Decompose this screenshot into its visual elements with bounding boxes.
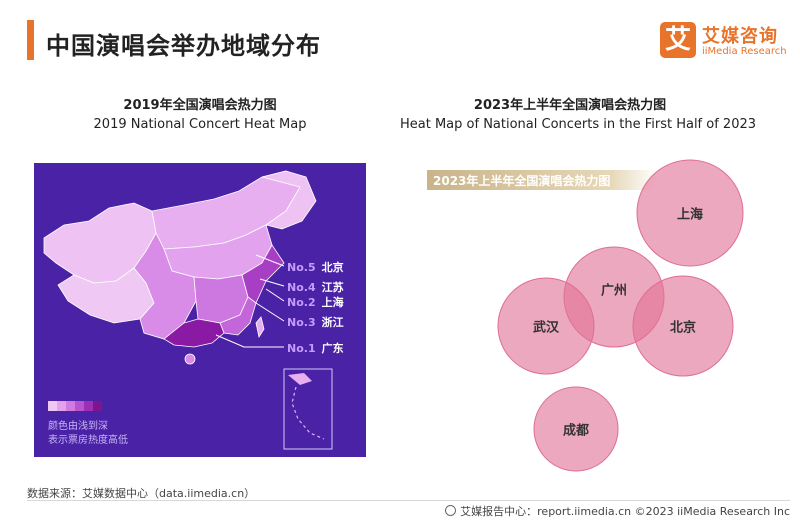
footer: 艾媒报告中心：report.iimedia.cn ©2023 iiMedia R… xyxy=(445,503,790,519)
map-region-northeast xyxy=(261,170,317,230)
rank-row: No.4 江苏 xyxy=(287,279,344,295)
logo-name-cn: 艾媒咨询 xyxy=(702,26,778,47)
rank-city: 上海 xyxy=(321,296,344,309)
south-sea-inset-frame xyxy=(283,368,333,450)
right-chart-banner: 2023年上半年全国演唱会热力图 xyxy=(427,170,657,190)
bubble-label: 广州 xyxy=(600,283,628,299)
china-map xyxy=(43,170,333,450)
rank-city: 北京 xyxy=(321,261,344,274)
footer-text: 艾媒报告中心：report.iimedia.cn ©2023 iiMedia R… xyxy=(460,505,790,518)
rank-city: 江苏 xyxy=(321,281,344,294)
legend-swatch xyxy=(75,401,84,411)
globe-icon xyxy=(445,505,457,516)
bubble xyxy=(533,386,619,472)
bubble xyxy=(497,277,595,375)
map-island-taiwan xyxy=(255,316,265,339)
logo-name-en: iiMedia Research xyxy=(702,46,787,57)
leader-line-beijing xyxy=(255,254,285,267)
south-sea-inset-coast xyxy=(288,373,312,385)
brand-logo: 艾 艾媒咨询 iiMedia Research xyxy=(660,22,790,62)
data-source: 数据来源：艾媒数据中心（data.iimedia.cn） xyxy=(27,487,256,500)
page-title: 中国演唱会举办地域分布 xyxy=(46,32,321,60)
map-island-hainan xyxy=(184,353,196,365)
rank-row: No.3 浙江 xyxy=(287,314,344,330)
rank-row: No.2 上海 xyxy=(287,294,344,310)
leader-line-zhejiang xyxy=(255,302,285,322)
rank-row: No.1 广东 xyxy=(287,340,344,356)
left-chart-title-cn: 2019年全国演唱会热力图 xyxy=(123,98,277,113)
right-chart-title-cn: 2023年上半年全国演唱会热力图 xyxy=(473,98,667,113)
bubble-label: 北京 xyxy=(669,320,697,336)
legend-swatch xyxy=(84,401,93,411)
logo-mark-icon: 艾 xyxy=(660,22,696,58)
legend-swatch xyxy=(48,401,57,411)
heat-map-2019: No.5 北京 No.4 江苏 No.2 上海 No.3 浙江 No.1 广东 颜色由浅到… xyxy=(34,163,366,457)
rank-number: No.4 xyxy=(287,281,316,294)
rank-city: 浙江 xyxy=(321,316,344,329)
map-region-southeast xyxy=(219,296,257,336)
title-accent-bar xyxy=(27,20,34,60)
legend-swatch xyxy=(66,401,75,411)
bubble-label: 武汉 xyxy=(532,320,560,336)
leader-line-jiangsu xyxy=(259,278,285,287)
rank-number: No.1 xyxy=(287,342,316,355)
right-chart-banner-text: 2023年上半年全国演唱会热力图 xyxy=(433,174,611,188)
bubble-label: 上海 xyxy=(676,207,704,223)
footer-divider xyxy=(27,500,790,501)
rank-number: No.2 xyxy=(287,296,316,309)
bubble xyxy=(632,275,734,377)
rank-city: 广东 xyxy=(321,342,344,355)
legend-swatch xyxy=(93,401,102,411)
right-chart-title-en: Heat Map of National Concerts in the Fir… xyxy=(400,117,757,132)
rank-number: No.5 xyxy=(287,261,316,274)
legend-swatch xyxy=(57,401,66,411)
map-region-south xyxy=(163,318,225,348)
legend-caption-line2: 表示票房热度高低 xyxy=(48,435,128,446)
leader-line-guangdong xyxy=(215,334,284,348)
bubble-label: 成都 xyxy=(562,423,590,439)
leader-line-shanghai xyxy=(265,288,285,302)
map-region-southwest xyxy=(133,232,197,340)
bubble xyxy=(636,159,744,267)
legend-caption-line1: 颜色由浅到深 xyxy=(48,421,108,432)
heat-legend-scale xyxy=(48,401,102,411)
rank-number: No.3 xyxy=(287,316,316,329)
rank-row: No.5 北京 xyxy=(287,259,344,275)
left-chart-title-en: 2019 National Concert Heat Map xyxy=(93,117,307,132)
